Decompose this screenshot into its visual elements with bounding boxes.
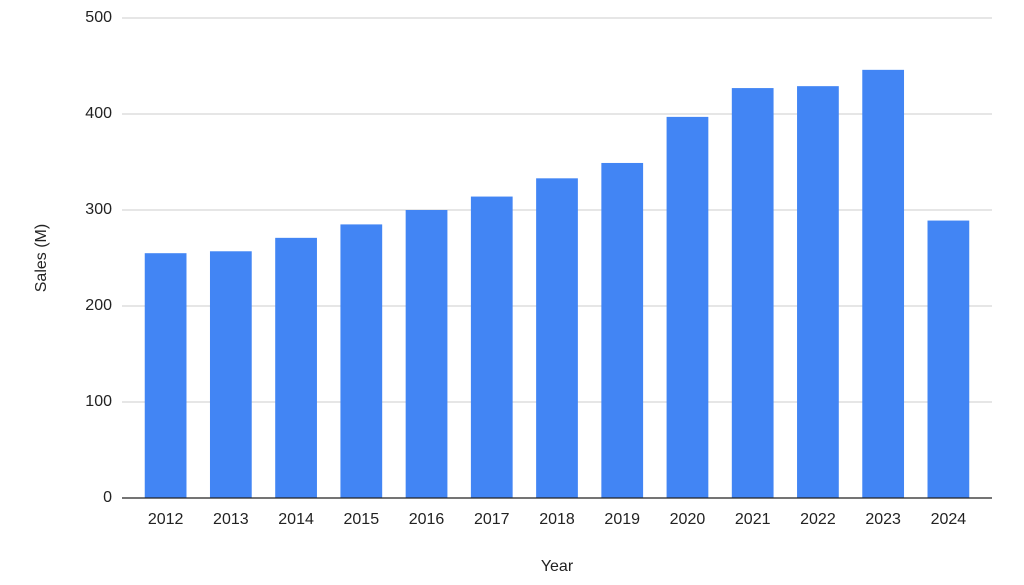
x-axis-label: Year: [541, 558, 574, 575]
x-tick-label: 2021: [735, 511, 771, 528]
y-tick-label: 500: [85, 9, 112, 26]
y-axis-label: Sales (M): [33, 224, 50, 292]
x-tick-label: 2013: [213, 511, 249, 528]
y-tick-label: 400: [85, 105, 112, 122]
x-tick-label: 2023: [865, 511, 901, 528]
bar: [927, 220, 970, 498]
bar: [275, 237, 317, 498]
bar: [340, 224, 383, 498]
y-tick-label: 300: [85, 201, 112, 218]
bar: [797, 86, 839, 498]
x-tick-label: 2020: [670, 511, 706, 528]
bar: [405, 210, 448, 498]
x-tick-label: 2017: [474, 511, 510, 528]
x-tick-label: 2015: [344, 511, 380, 528]
y-tick-label: 200: [85, 297, 112, 314]
x-tick-label: 2014: [278, 511, 314, 528]
x-tick-label: 2018: [539, 511, 575, 528]
bar: [470, 196, 513, 498]
bar: [144, 253, 187, 498]
bar: [209, 251, 252, 498]
bar: [862, 69, 905, 498]
x-tick-label: 2012: [148, 511, 184, 528]
x-tick-label: 2019: [604, 511, 640, 528]
x-tick-label: 2022: [800, 511, 836, 528]
y-tick-label: 100: [85, 393, 112, 410]
bar: [601, 162, 644, 498]
bar: [731, 88, 774, 498]
x-tick-label: 2016: [409, 511, 445, 528]
x-tick-label: 2024: [931, 511, 967, 528]
bar: [536, 178, 578, 498]
bar: [666, 116, 709, 498]
y-tick-label: 0: [103, 489, 112, 506]
